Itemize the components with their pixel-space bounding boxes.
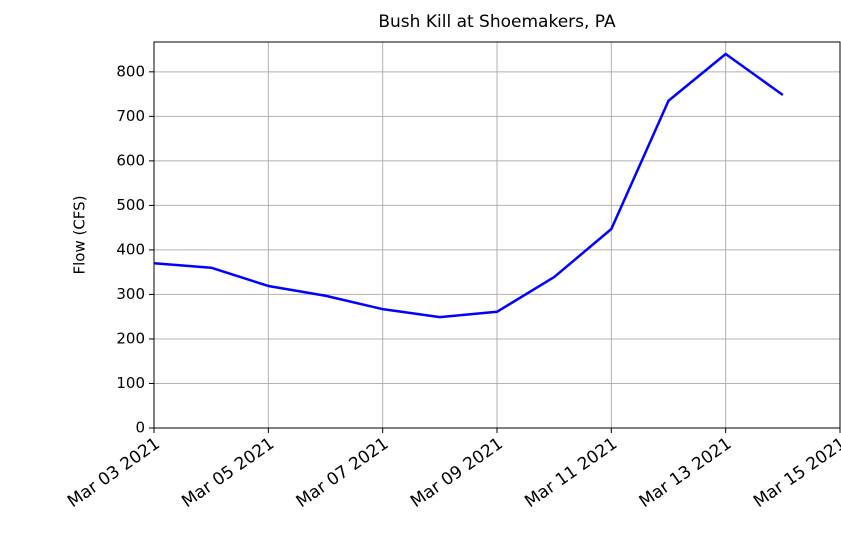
x-tick-label: Mar 13 2021 bbox=[636, 434, 736, 512]
data-line bbox=[153, 52, 784, 319]
y-tick-label: 200 bbox=[116, 329, 145, 347]
y-tick-label: 700 bbox=[116, 107, 145, 125]
y-tick-label: 0 bbox=[135, 419, 145, 437]
y-axis-label: Flow (CFS) bbox=[71, 195, 89, 274]
chart-title: Bush Kill at Shoemakers, PA bbox=[378, 12, 616, 32]
y-tick-label: 500 bbox=[116, 196, 145, 214]
x-tick-label: Mar 07 2021 bbox=[293, 434, 393, 512]
x-tick-label: Mar 11 2021 bbox=[521, 434, 621, 512]
x-tick-label: Mar 09 2021 bbox=[407, 434, 507, 512]
x-tick-label: Mar 15 2021 bbox=[750, 434, 841, 512]
plot-frame bbox=[153, 41, 841, 429]
y-tick-label: 600 bbox=[116, 151, 145, 169]
y-tick-label: 400 bbox=[116, 240, 145, 258]
x-tick-label: Mar 05 2021 bbox=[178, 434, 278, 512]
x-tick-label: Mar 03 2021 bbox=[64, 434, 164, 512]
y-tick-label: 800 bbox=[116, 62, 145, 80]
y-tick-label: 100 bbox=[116, 374, 145, 392]
y-tick-label: 300 bbox=[116, 285, 145, 303]
